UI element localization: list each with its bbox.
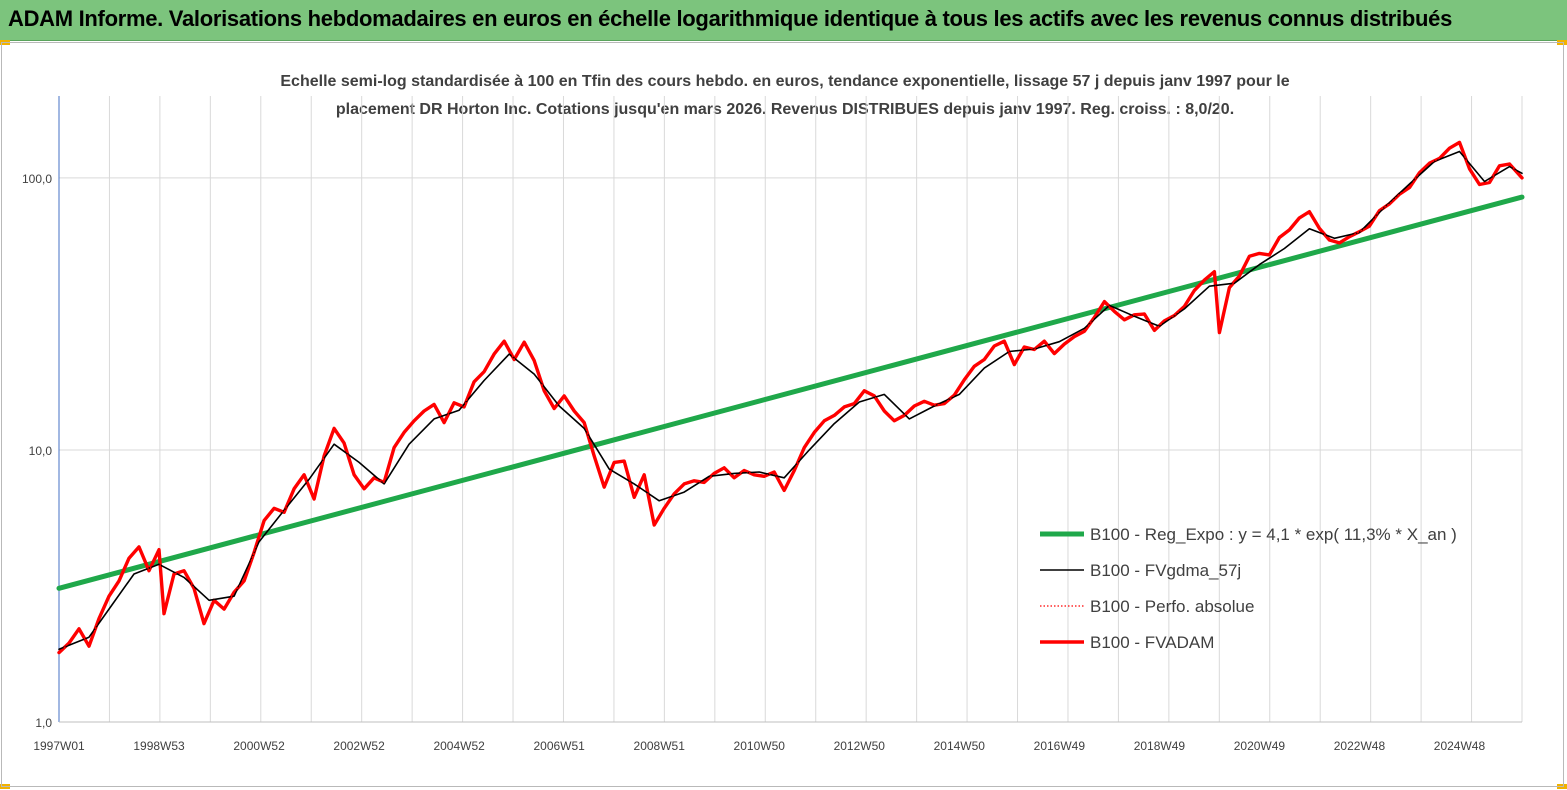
x-tick-label: 2002W52 xyxy=(333,739,385,753)
x-tick-label: 2008W51 xyxy=(634,739,686,753)
x-tick-label: 2000W52 xyxy=(233,739,285,753)
y-tick-label: 100,0 xyxy=(22,172,52,186)
title-banner: ADAM Informe. Valorisations hebdomadaire… xyxy=(0,0,1567,41)
chart-title-line-1: Echelle semi-log standardisée à 100 en T… xyxy=(280,73,1290,90)
legend-label: B100 - Perfo. absolue xyxy=(1090,597,1254,616)
banner-title: ADAM Informe. Valorisations hebdomadaire… xyxy=(8,6,1453,31)
x-tick-label: 2022W48 xyxy=(1334,739,1386,753)
series-line-1 xyxy=(58,150,1523,651)
x-tick-label: 2018W49 xyxy=(1134,739,1186,753)
x-tick-label: 2004W52 xyxy=(433,739,485,753)
legend-label: B100 - FVADAM xyxy=(1090,633,1214,652)
x-tick-label: 2016W49 xyxy=(1034,739,1086,753)
x-tick-label: 2020W49 xyxy=(1234,739,1286,753)
x-tick-label: 1998W53 xyxy=(133,739,185,753)
x-tick-label: 2006W51 xyxy=(533,739,585,753)
chart-title: Echelle semi-log standardisée à 100 en T… xyxy=(170,68,1400,124)
x-tick-label: 1997W01 xyxy=(33,739,85,753)
y-tick-label: 1,0 xyxy=(35,716,52,730)
x-tick-label: 2012W50 xyxy=(834,739,886,753)
chart-title-line-2: placement DR Horton Inc. Cotations jusqu… xyxy=(335,101,1235,118)
y-tick-label: 10,0 xyxy=(29,444,53,458)
chart-frame xyxy=(1,42,1564,787)
legend-label: B100 - FVgdma_57j xyxy=(1090,561,1241,580)
x-tick-label: 2024W48 xyxy=(1434,739,1486,753)
series-line-0 xyxy=(56,194,1525,591)
series-line-2 xyxy=(58,141,1523,654)
x-tick-label: 2014W50 xyxy=(934,739,986,753)
series-line-3 xyxy=(57,140,1524,655)
x-tick-label: 2010W50 xyxy=(734,739,786,753)
legend-label: B100 - Reg_Expo : y = 4,1 * exp( 11,3% *… xyxy=(1090,525,1457,544)
